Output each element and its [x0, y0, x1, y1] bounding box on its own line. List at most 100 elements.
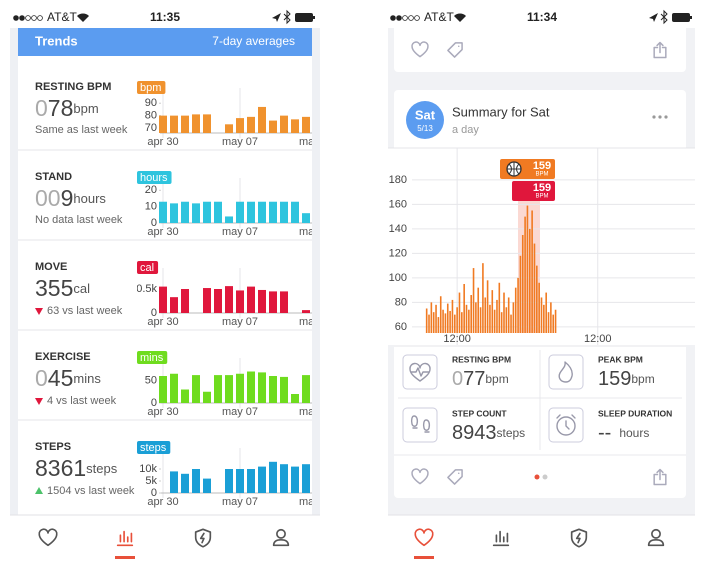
flame-icon [558, 361, 573, 383]
alarm-icon [556, 414, 576, 436]
bar [432, 312, 435, 333]
bar [236, 201, 244, 223]
summary-subtitle: a day [452, 124, 479, 136]
y-tick-label: 10 [145, 201, 157, 213]
unit-tag-label: steps [140, 442, 167, 454]
heart-icon [409, 362, 431, 382]
bar [247, 371, 255, 403]
x-tick-label: may 07 [222, 136, 258, 148]
bar [302, 464, 310, 493]
unit: bpm [73, 101, 98, 116]
bar [247, 469, 255, 493]
bar [225, 469, 233, 493]
bar [517, 277, 519, 333]
bar [302, 116, 310, 133]
unit: bpm [631, 372, 654, 386]
bar [159, 286, 167, 313]
bar [521, 234, 524, 333]
stat-label: SLEEP DURATION [598, 408, 672, 418]
bar [214, 375, 222, 403]
bar [543, 304, 545, 333]
bar [192, 114, 200, 133]
signal-dot [396, 15, 402, 21]
y-tick-label: 80 [395, 296, 407, 308]
trend-label: MOVE [35, 261, 67, 273]
unit-tag [137, 351, 168, 364]
y-tick-label: 0 [151, 487, 157, 499]
signal-dot [25, 15, 31, 21]
trend-label: STAND [35, 171, 72, 183]
trend-value: 009hours [35, 185, 106, 211]
y-tick-label: 120 [389, 247, 407, 259]
bar [280, 376, 288, 403]
bluetooth-icon [660, 9, 668, 25]
annotation-box [512, 181, 555, 201]
day-date: 5/13 [417, 124, 433, 133]
bar [192, 469, 200, 493]
annotation-value: 159 [533, 160, 551, 172]
bar [531, 210, 533, 333]
bar [545, 292, 547, 333]
previous-card [394, 28, 686, 72]
bar [456, 307, 458, 333]
x-tick-label: 12:00 [443, 333, 471, 345]
signal-dot [13, 15, 19, 21]
bar [475, 302, 477, 333]
unit: hours [619, 426, 649, 440]
bar [442, 309, 444, 333]
bar [500, 312, 503, 333]
bar [453, 314, 456, 333]
stat-label: RESTING BPM [452, 354, 511, 364]
value: 77 [463, 368, 485, 390]
bar [463, 283, 465, 333]
down-triangle [35, 308, 43, 315]
activity-icon-lines [507, 162, 521, 176]
bar [192, 375, 200, 403]
bar [482, 263, 484, 333]
trends-header [18, 28, 312, 56]
x-tick-label: apr 30 [147, 406, 178, 418]
bar [547, 312, 550, 333]
clock: 11:35 [150, 10, 180, 24]
bar [269, 376, 277, 403]
bar [302, 213, 310, 223]
value: -- [598, 422, 611, 444]
unit-tag-label: cal [140, 262, 154, 274]
bar [159, 376, 167, 403]
bar [258, 289, 266, 313]
bar [465, 304, 468, 333]
value: 78 [48, 95, 74, 121]
bar [170, 373, 178, 403]
y-tick-label: 0 [151, 307, 157, 319]
unit: cal [73, 281, 90, 296]
signal-dot [19, 15, 25, 21]
unit-tag-label: hours [140, 172, 168, 184]
header-subtitle: 7-day averages [212, 34, 295, 48]
carrier: AT&T [424, 10, 454, 24]
value: 45 [48, 365, 74, 391]
tab-active-indicator [115, 556, 135, 559]
bar [258, 372, 266, 403]
bar [519, 255, 522, 333]
bar [496, 299, 498, 333]
bar [554, 309, 557, 333]
trend-value: 045mins [35, 365, 101, 391]
y-tick-label: 160 [389, 198, 407, 210]
bar [550, 302, 552, 333]
summary-title: Summary for Sat [452, 104, 550, 119]
bar [247, 116, 255, 133]
unit-tag [137, 171, 172, 184]
y-tick-label: 50 [145, 374, 157, 386]
more-button[interactable] [652, 115, 668, 119]
bar [493, 309, 496, 333]
bar [439, 296, 442, 333]
x-tick-label: may 14 [299, 226, 335, 238]
bar [449, 310, 451, 333]
bar [258, 106, 266, 133]
bar [444, 313, 447, 333]
battery [295, 13, 313, 22]
tab-active-indicator [414, 556, 434, 559]
annotation-unit: BPM [535, 194, 548, 200]
